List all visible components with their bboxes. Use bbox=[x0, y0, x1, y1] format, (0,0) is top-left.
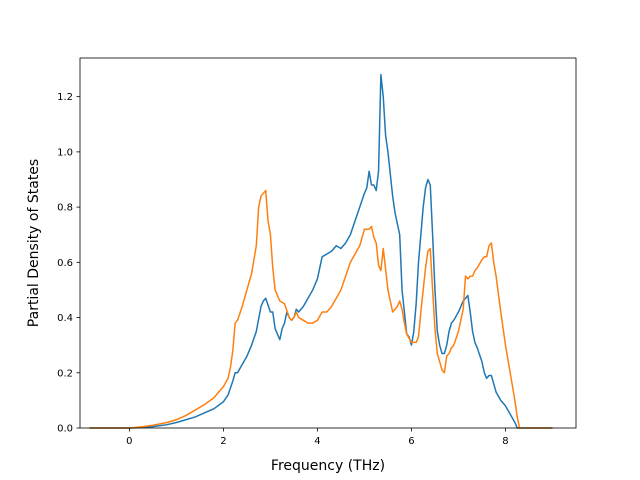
x-tick-label: 6 bbox=[408, 436, 414, 447]
series-line-1 bbox=[89, 73, 553, 429]
series-line-2 bbox=[89, 189, 553, 429]
x-tick-label: 2 bbox=[220, 436, 226, 447]
y-tick-label: 1.2 bbox=[57, 92, 73, 103]
y-axis-title: Partial Density of States bbox=[26, 159, 42, 327]
x-tick-label: 8 bbox=[502, 436, 508, 447]
x-tick-label: 0 bbox=[126, 436, 132, 447]
plot-area bbox=[89, 73, 553, 429]
axes-frame bbox=[79, 57, 577, 429]
x-axis-title: Frequency (THz) bbox=[271, 458, 385, 474]
y-tick-label: 0.8 bbox=[57, 203, 73, 214]
y-tick-label: 0.0 bbox=[57, 424, 73, 435]
x-tick-label: 4 bbox=[314, 436, 320, 447]
y-tick-label: 0.2 bbox=[57, 368, 73, 379]
y-tick-label: 1.0 bbox=[57, 147, 73, 158]
y-tick-label: 0.4 bbox=[57, 313, 73, 324]
y-tick-label: 0.6 bbox=[57, 258, 73, 269]
x-axis: 0 2 4 6 8 bbox=[126, 428, 509, 447]
y-axis: 0.0 0.2 0.4 0.6 0.8 1.0 1.2 bbox=[57, 92, 80, 435]
